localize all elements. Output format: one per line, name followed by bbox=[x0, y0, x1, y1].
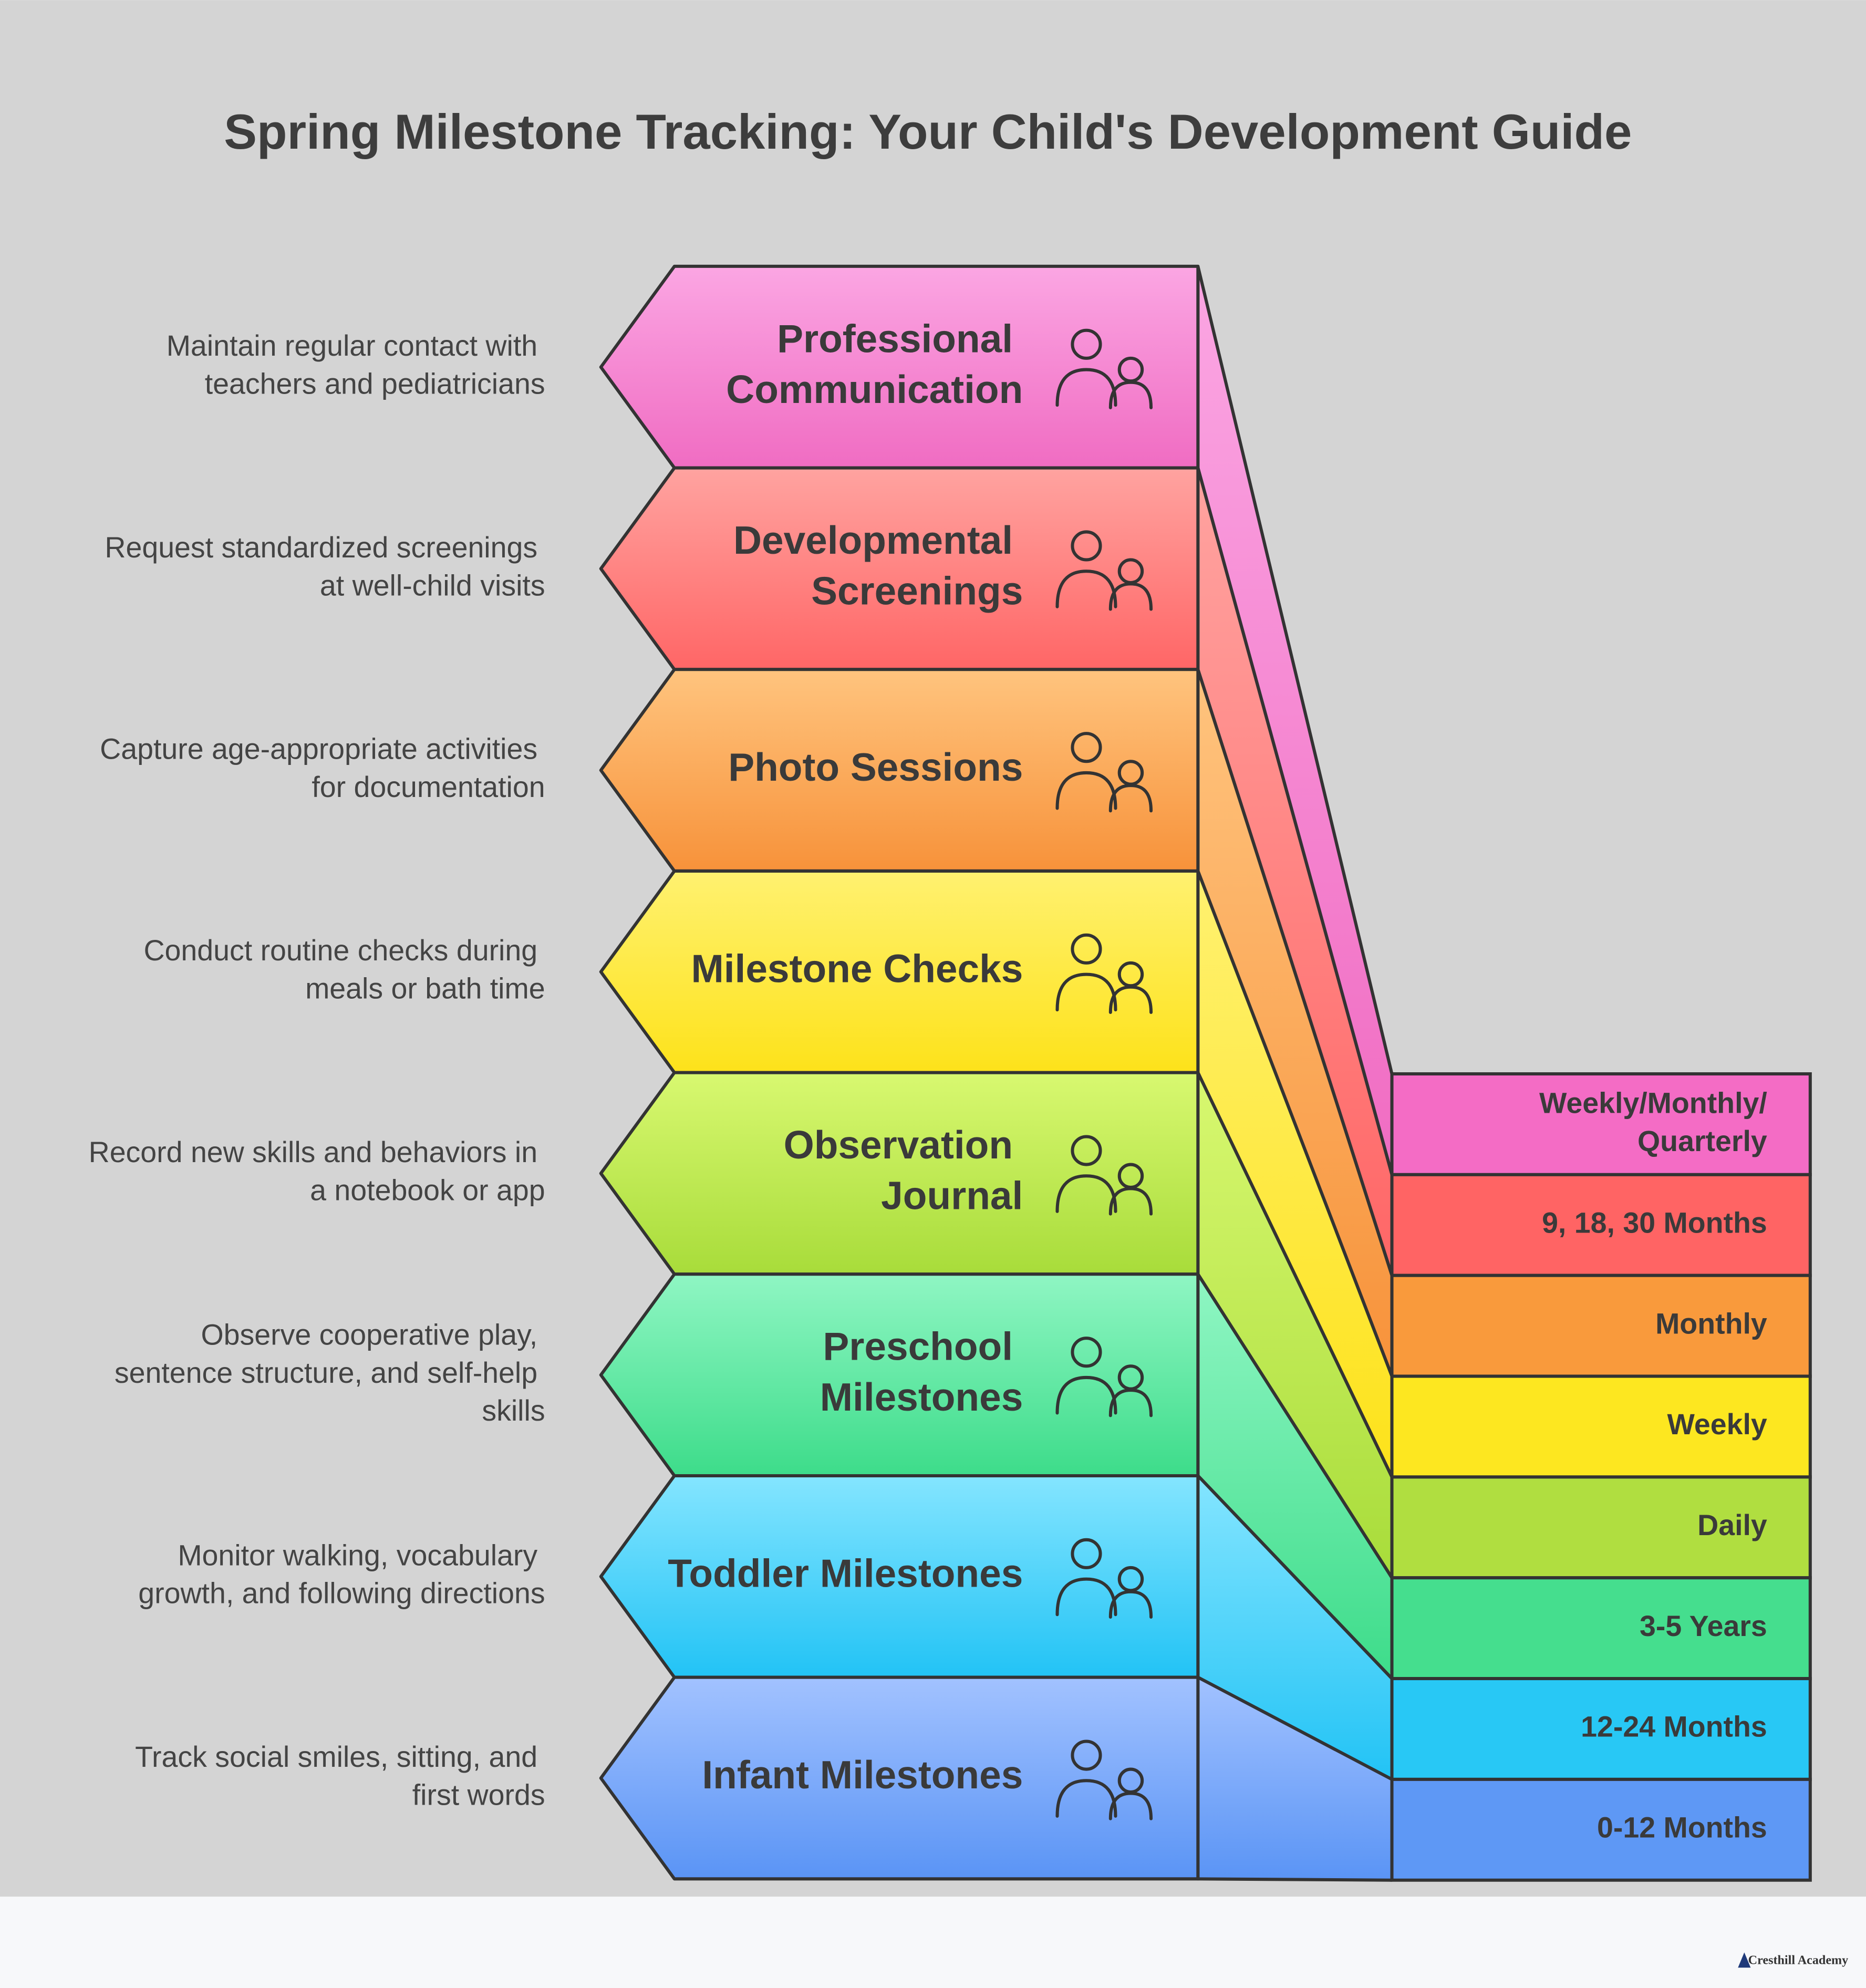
footer: Cresthill Academy bbox=[1748, 1953, 1849, 1968]
icon-head bbox=[1071, 328, 1102, 360]
step-description: Conduct routine checks during bbox=[143, 934, 537, 967]
icon-body bbox=[1055, 570, 1117, 608]
step-label: Screenings bbox=[811, 568, 1023, 613]
frequency-label: Quarterly bbox=[1637, 1125, 1767, 1157]
frequency-label: Monthly bbox=[1655, 1307, 1767, 1340]
icon-body bbox=[1055, 1174, 1117, 1213]
frequency-box bbox=[1390, 1273, 1812, 1378]
arrow-block bbox=[599, 1675, 1200, 1881]
frequency-label: Daily bbox=[1697, 1509, 1767, 1541]
step-icon bbox=[1055, 1538, 1153, 1619]
frequency-label: Weekly bbox=[1667, 1408, 1767, 1441]
icon-body bbox=[1055, 972, 1117, 1012]
icon-body bbox=[1055, 368, 1117, 407]
step-label: Preschool bbox=[823, 1324, 1013, 1369]
step-description: for documentation bbox=[312, 771, 545, 803]
icon-body bbox=[1108, 1187, 1153, 1216]
frequency-box bbox=[1390, 1072, 1812, 1176]
step-label: Professional bbox=[777, 316, 1013, 360]
frequency-label: Weekly/Monthly/ bbox=[1539, 1086, 1767, 1119]
step-icon bbox=[1055, 933, 1153, 1014]
step-label: Milestone Checks bbox=[691, 947, 1023, 991]
step-label: Infant Milestones bbox=[702, 1753, 1023, 1797]
icon-body bbox=[1108, 582, 1153, 611]
frequency-box bbox=[1390, 1777, 1812, 1882]
icon-body bbox=[1108, 1389, 1153, 1417]
step-icon bbox=[1055, 1135, 1153, 1216]
frequency-box bbox=[1390, 1374, 1812, 1479]
icon-head bbox=[1071, 530, 1102, 562]
step-description: meals or bath time bbox=[305, 972, 545, 1005]
icon-body bbox=[1055, 1577, 1117, 1617]
icon-body bbox=[1055, 1375, 1117, 1415]
step-description: Record new skills and behaviors in bbox=[89, 1136, 538, 1168]
step-description: Request standardized screenings bbox=[105, 531, 537, 564]
frequency-box bbox=[1390, 1475, 1812, 1580]
footer-logo bbox=[1738, 1952, 1751, 1968]
icon-body bbox=[1108, 985, 1153, 1014]
icon-body bbox=[1055, 1779, 1117, 1818]
step-label: Observation bbox=[784, 1123, 1013, 1167]
step-description: a notebook or app bbox=[310, 1174, 545, 1206]
frequency-label: 0-12 Months bbox=[1597, 1811, 1767, 1844]
frequency-box bbox=[1390, 1173, 1812, 1277]
icon-head bbox=[1071, 1739, 1102, 1771]
step-icon bbox=[1055, 732, 1153, 813]
icon-body bbox=[1108, 380, 1153, 409]
frequency-label: 3-5 Years bbox=[1640, 1610, 1767, 1642]
step-description: growth, and following directions bbox=[138, 1577, 545, 1610]
step-description: Maintain regular contact with bbox=[167, 329, 537, 362]
icon-body bbox=[1108, 1792, 1153, 1820]
step-label: Milestones bbox=[820, 1375, 1023, 1419]
step-description: first words bbox=[412, 1778, 545, 1811]
frequency-label: 12-24 Months bbox=[1581, 1711, 1767, 1743]
step-description: Observe cooperative play, bbox=[201, 1318, 537, 1351]
step-label: Photo Sessions bbox=[728, 745, 1023, 789]
icon-head bbox=[1071, 1538, 1102, 1569]
title: Spring Milestone Tracking: Your Child's … bbox=[224, 104, 1632, 159]
step-description: Monitor walking, vocabulary bbox=[178, 1539, 537, 1571]
step-description: Capture age-appropriate activities bbox=[100, 733, 537, 765]
step-description: Track social smiles, sitting, and bbox=[135, 1741, 537, 1773]
icon-body bbox=[1055, 771, 1117, 810]
step-label: Communication bbox=[726, 367, 1023, 411]
step-description: teachers and pediatricians bbox=[205, 368, 545, 400]
step-description: skills bbox=[482, 1394, 545, 1427]
step-icon bbox=[1055, 328, 1153, 409]
icon-head bbox=[1071, 1135, 1102, 1166]
icon-head bbox=[1071, 732, 1102, 763]
step-description: at well-child visits bbox=[320, 569, 545, 602]
frequency-box bbox=[1390, 1576, 1812, 1681]
step-description: sentence structure, and self-help bbox=[115, 1357, 537, 1389]
frequency-label: 9, 18, 30 Months bbox=[1542, 1206, 1767, 1239]
icon-body bbox=[1108, 1590, 1153, 1619]
step-icon bbox=[1055, 530, 1153, 611]
step-icon bbox=[1055, 1739, 1153, 1820]
step-label: Journal bbox=[881, 1173, 1023, 1217]
step-icon bbox=[1055, 1337, 1153, 1417]
icon-head bbox=[1071, 1337, 1102, 1368]
icon-head bbox=[1071, 933, 1102, 965]
icon-body bbox=[1108, 784, 1153, 813]
step-label: Developmental bbox=[733, 518, 1013, 562]
step-label: Toddler Milestones bbox=[668, 1551, 1023, 1596]
